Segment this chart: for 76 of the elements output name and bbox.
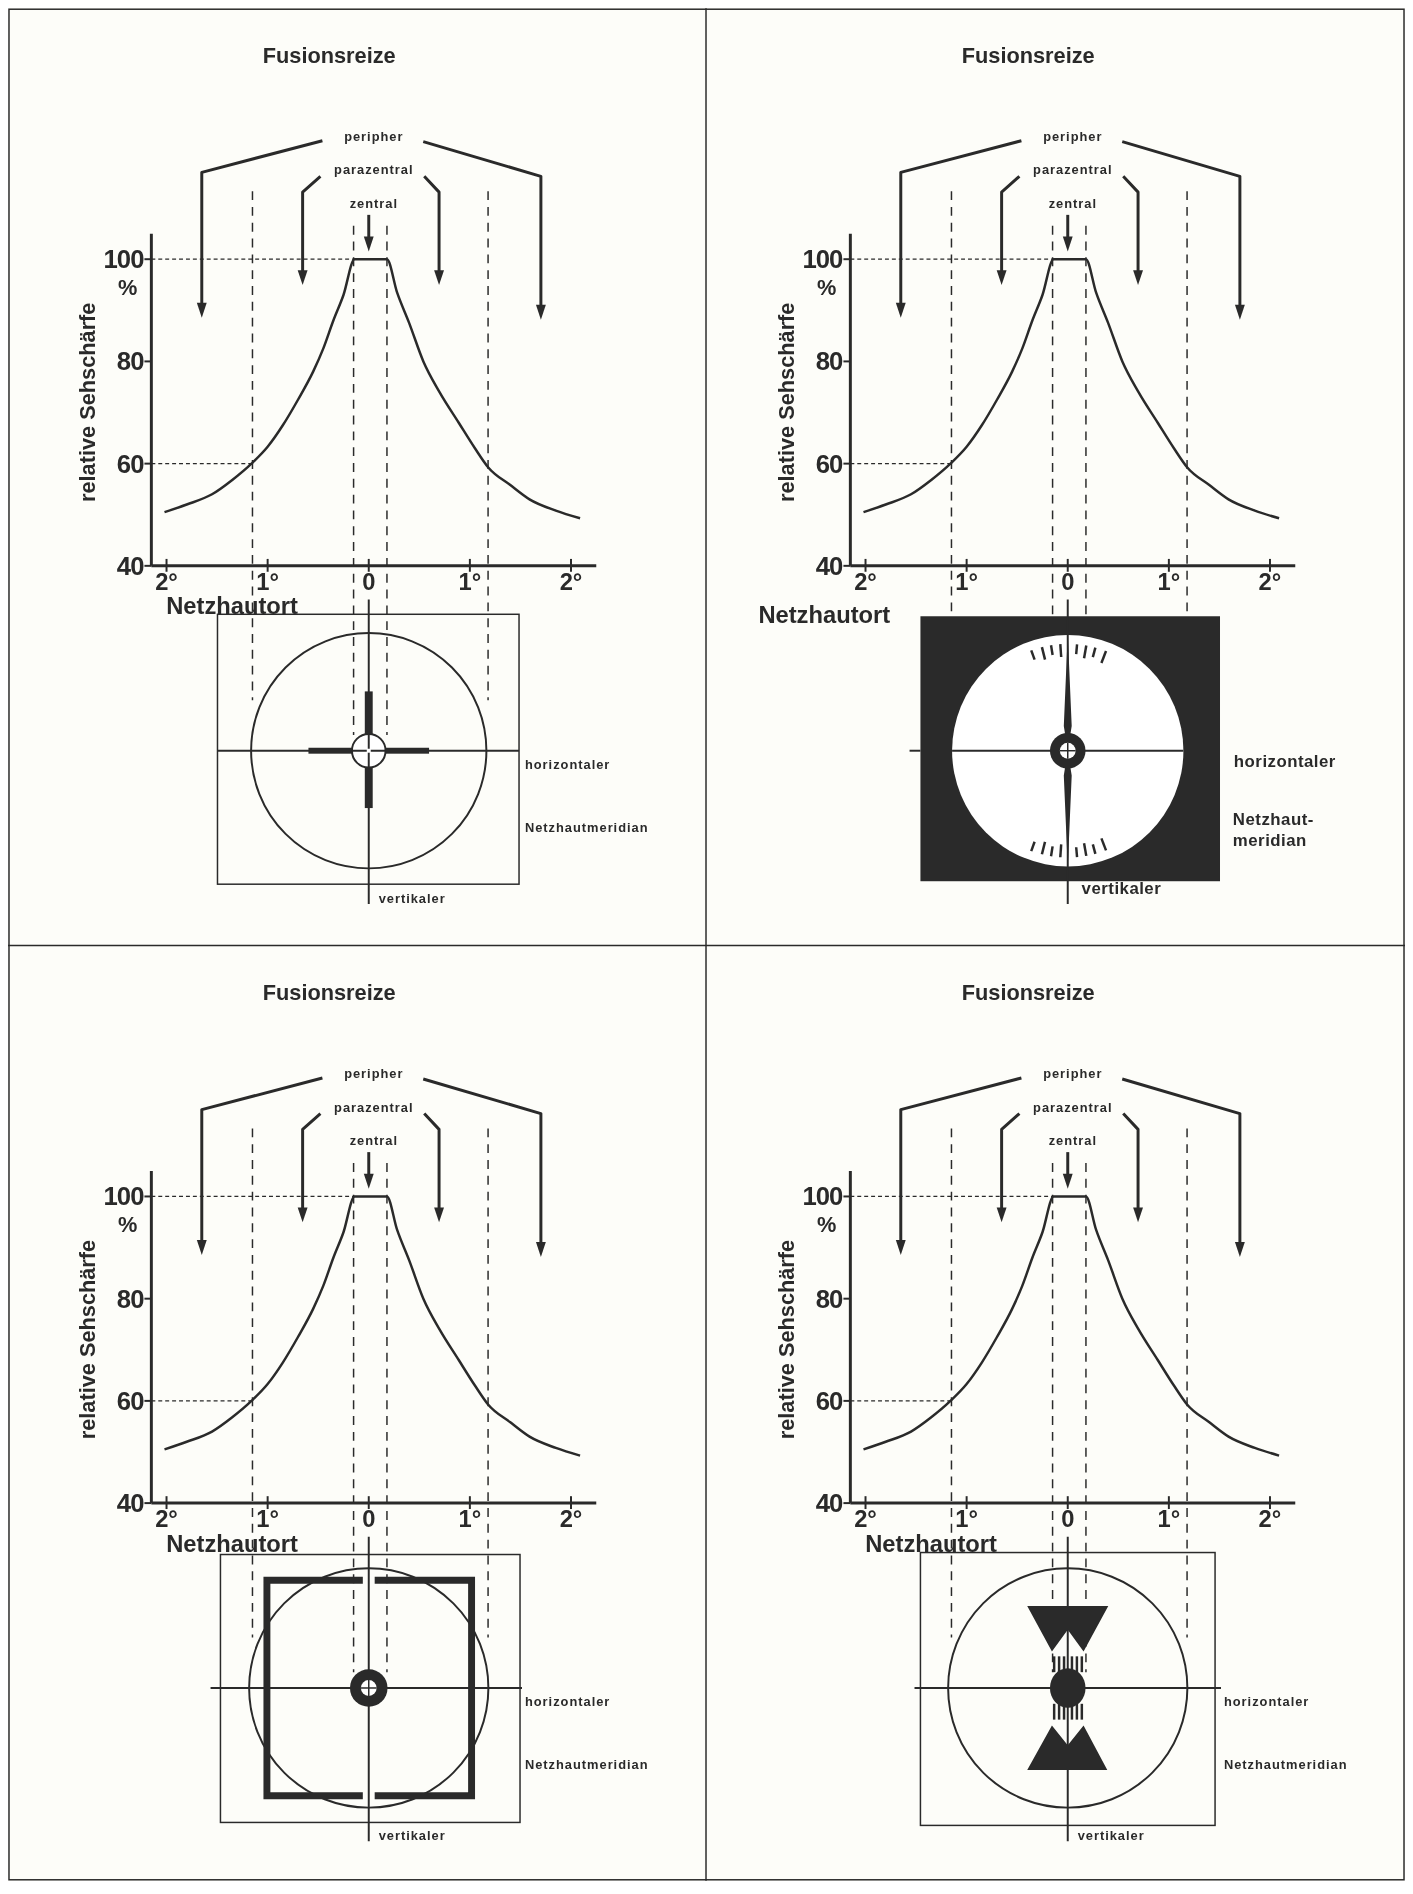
- x-tick-label: 0: [1061, 1505, 1075, 1532]
- y-tick-label: 60: [116, 1386, 145, 1415]
- text: zentral: [1048, 1133, 1097, 1149]
- text: Netzhautmeridian: [524, 819, 649, 835]
- text: Netzhautmeridian: [524, 1757, 649, 1773]
- text: vertikaler: [1081, 879, 1162, 899]
- y-tick-label: 80: [116, 347, 145, 376]
- x-tick-label: 2°: [559, 1505, 583, 1532]
- x-tick-label: 2°: [854, 568, 877, 595]
- y-tick-label: 80: [815, 1284, 844, 1313]
- text: %: [117, 274, 138, 300]
- x-tick-label: 2°: [559, 568, 583, 595]
- y-axis-title: relative Sehschärfe: [774, 302, 799, 503]
- y-tick-label: 40: [815, 1489, 844, 1518]
- y-axis-title: relative Sehschärfe: [75, 302, 100, 503]
- x-tick-label: 0: [1061, 568, 1075, 595]
- text: zentral: [349, 1133, 398, 1149]
- y-tick-label: 60: [116, 449, 145, 478]
- x-axis-title: Netzhautort: [166, 1530, 299, 1557]
- x-axis-title: Netzhautort: [166, 593, 299, 620]
- text: horizontaler: [524, 756, 611, 772]
- chart-title: Fusionsreize: [262, 979, 396, 1005]
- x-tick-label: 1°: [1157, 568, 1181, 595]
- text: vertikaler: [1077, 1828, 1145, 1844]
- x-tick-label: 2°: [155, 568, 178, 595]
- x-tick-label: 2°: [1258, 568, 1282, 595]
- x-tick-label: 2°: [155, 1505, 178, 1532]
- chart-title: Fusionsreize: [262, 42, 396, 68]
- x-tick-label: 1°: [256, 568, 279, 595]
- y-tick-label: 80: [815, 347, 844, 376]
- text: Netzhautmeridian: [1223, 1757, 1348, 1773]
- y-tick-label: 60: [815, 449, 844, 478]
- text: peripher: [344, 128, 404, 144]
- x-tick-label: 1°: [1157, 1505, 1181, 1532]
- text: zentral: [349, 195, 398, 211]
- text: vertikaler: [378, 890, 446, 906]
- text: peripher: [1043, 128, 1103, 144]
- x-tick-label: 2°: [854, 1505, 877, 1532]
- y-tick-label: 80: [116, 1284, 145, 1313]
- text: %: [816, 274, 837, 300]
- y-tick-label: 40: [116, 1489, 145, 1518]
- x-tick-label: 0: [362, 1505, 376, 1532]
- text: Netzhaut- meridian: [1232, 809, 1314, 850]
- x-axis-title: Netzhautort: [865, 1530, 998, 1557]
- chart-title: Fusionsreize: [961, 42, 1095, 68]
- x-tick-label: 1°: [955, 1505, 978, 1532]
- y-tick-label: 100: [103, 245, 145, 274]
- x-axis-title: Netzhautort: [758, 602, 891, 629]
- x-tick-label: 1°: [458, 1505, 482, 1532]
- chart-title: Fusionsreize: [961, 979, 1095, 1005]
- y-axis-title: relative Sehschärfe: [75, 1239, 100, 1440]
- text: %: [117, 1212, 138, 1238]
- y-tick-label: 100: [802, 1182, 844, 1211]
- text: peripher: [1043, 1065, 1103, 1081]
- x-tick-label: 1°: [955, 568, 978, 595]
- text: vertikaler: [378, 1828, 446, 1844]
- text: peripher: [344, 1065, 404, 1081]
- x-tick-label: 1°: [256, 1505, 279, 1532]
- text: parazentral: [334, 1099, 414, 1115]
- text: horizontaler: [1233, 751, 1336, 771]
- y-tick-label: 40: [815, 551, 844, 580]
- y-tick-label: 60: [815, 1386, 844, 1415]
- text: parazentral: [1033, 162, 1113, 178]
- x-tick-label: 1°: [458, 568, 482, 595]
- text: parazentral: [334, 162, 414, 178]
- y-tick-label: 40: [116, 551, 145, 580]
- y-axis-title: relative Sehschärfe: [774, 1239, 799, 1440]
- y-tick-label: 100: [103, 1182, 145, 1211]
- text: %: [816, 1212, 837, 1238]
- text: horizontaler: [524, 1693, 611, 1709]
- y-tick-label: 100: [802, 245, 844, 274]
- text: zentral: [1048, 195, 1097, 211]
- text: horizontaler: [1223, 1693, 1310, 1709]
- x-tick-label: 0: [362, 568, 376, 595]
- text: parazentral: [1033, 1099, 1113, 1115]
- x-tick-label: 2°: [1258, 1505, 1282, 1532]
